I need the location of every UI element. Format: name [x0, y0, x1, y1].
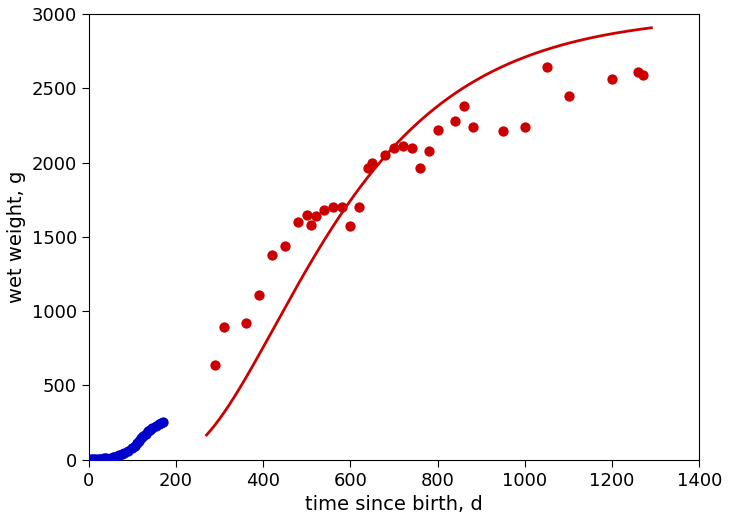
Point: [116, 450, 128, 458]
Point: [133, 437, 145, 445]
Point: [157, 418, 169, 426]
Point: [153, 420, 165, 428]
Point: [519, 123, 531, 131]
Point: [127, 444, 139, 452]
Point: [240, 319, 252, 327]
Point: [151, 421, 163, 430]
Point: [279, 242, 291, 250]
Point: [94, 455, 106, 463]
Point: [633, 68, 644, 76]
Point: [467, 123, 478, 131]
Point: [362, 164, 374, 172]
Point: [129, 441, 141, 450]
Point: [423, 146, 434, 155]
Point: [90, 455, 101, 463]
Point: [101, 454, 112, 462]
Point: [327, 203, 339, 212]
Point: [607, 75, 618, 83]
Point: [136, 434, 147, 442]
Point: [85, 455, 97, 464]
Point: [107, 453, 119, 461]
Point: [367, 158, 378, 167]
Point: [345, 222, 356, 231]
Point: [114, 451, 125, 460]
Point: [319, 206, 330, 214]
X-axis label: time since birth, d: time since birth, d: [305, 495, 483, 514]
Point: [98, 454, 110, 463]
Point: [253, 291, 265, 299]
Point: [389, 143, 400, 152]
Point: [96, 454, 108, 463]
Point: [414, 164, 426, 172]
Point: [87, 455, 99, 463]
Point: [118, 449, 130, 457]
Point: [266, 251, 278, 259]
Point: [209, 361, 221, 369]
Point: [310, 212, 321, 220]
Point: [218, 324, 230, 332]
Point: [305, 221, 317, 229]
Point: [432, 126, 443, 134]
Point: [458, 102, 469, 110]
Point: [563, 92, 574, 100]
Point: [397, 142, 409, 151]
Point: [449, 117, 461, 125]
Point: [292, 218, 304, 226]
Point: [144, 426, 156, 434]
Point: [637, 71, 649, 79]
Point: [112, 452, 123, 460]
Point: [336, 203, 348, 212]
Point: [406, 143, 418, 152]
Point: [155, 418, 167, 427]
Point: [354, 203, 365, 212]
Point: [301, 210, 313, 219]
Point: [497, 127, 509, 135]
Point: [131, 439, 143, 448]
Point: [105, 453, 117, 462]
Point: [380, 151, 391, 159]
Point: [138, 432, 149, 440]
Point: [142, 427, 154, 436]
Y-axis label: wet weight, g: wet weight, g: [7, 171, 26, 303]
Point: [122, 446, 134, 455]
Point: [147, 424, 158, 432]
Point: [92, 455, 104, 463]
Point: [541, 63, 553, 71]
Point: [140, 429, 152, 438]
Point: [109, 453, 121, 461]
